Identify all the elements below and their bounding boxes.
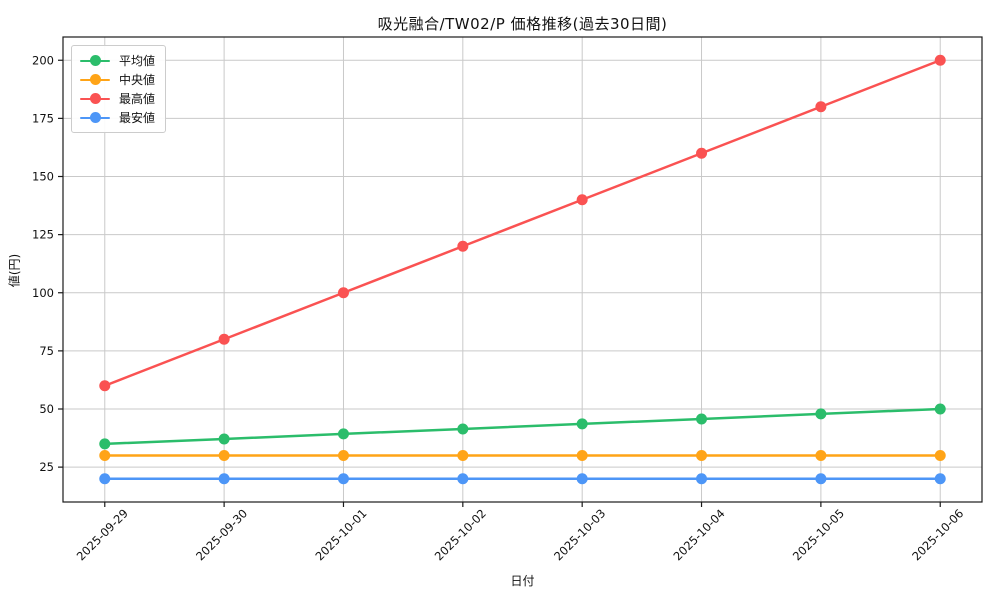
data-point xyxy=(337,450,349,461)
legend-label: 最高値 xyxy=(119,92,156,106)
data-point xyxy=(576,418,588,430)
y-tick-label: 75 xyxy=(39,344,54,358)
legend-label: 平均値 xyxy=(119,54,156,68)
series-平均値 xyxy=(99,403,946,450)
y-tick-label: 200 xyxy=(32,53,54,67)
y-tick-label: 25 xyxy=(39,460,54,474)
legend-dot xyxy=(90,112,101,123)
data-point xyxy=(815,101,827,113)
series-中央値 xyxy=(99,450,946,461)
chart-title: 吸光融合/TW02/P 価格推移(過去30日間) xyxy=(377,15,668,33)
y-tick-label: 125 xyxy=(32,228,54,242)
data-point xyxy=(815,408,827,420)
legend-item-平均値: 平均値 xyxy=(80,51,155,70)
data-point xyxy=(457,423,469,435)
legend-dot xyxy=(90,74,101,85)
x-tick-label: 2025-10-02 xyxy=(432,506,489,563)
data-point xyxy=(815,450,827,461)
y-tick-label: 175 xyxy=(32,111,54,125)
data-point xyxy=(457,473,469,485)
x-tick-label: 2025-09-30 xyxy=(193,506,250,563)
y-axis: 25 50 75 100 125 150 175 200 xyxy=(32,53,63,474)
legend-line-marker-icon xyxy=(80,74,110,85)
data-point xyxy=(337,473,349,485)
plot-border xyxy=(62,36,983,503)
data-point xyxy=(696,450,708,461)
data-point xyxy=(696,413,708,425)
data-point xyxy=(696,473,708,485)
legend-item-中央値: 中央値 xyxy=(80,70,155,89)
data-point xyxy=(934,450,946,461)
y-tick-label: 50 xyxy=(39,402,54,416)
y-axis-label: 値(円) xyxy=(7,253,22,288)
x-axis: 2025-09-29 2025-09-30 2025-10-01 2025-10-02… xyxy=(74,502,966,563)
legend-line-marker-icon xyxy=(80,55,110,66)
x-tick-label: 2025-09-29 xyxy=(74,506,131,563)
data-point xyxy=(934,473,946,485)
data-point xyxy=(337,287,349,299)
x-tick-label: 2025-10-04 xyxy=(670,506,727,563)
x-tick-label: 2025-10-05 xyxy=(790,506,847,563)
data-point xyxy=(218,433,230,445)
data-point xyxy=(99,450,111,461)
data-point xyxy=(576,450,588,461)
data-point xyxy=(218,333,230,345)
legend-label: 最安値 xyxy=(119,111,156,125)
data-point xyxy=(815,473,827,485)
data-point xyxy=(99,438,111,450)
data-point xyxy=(457,450,469,461)
gridlines xyxy=(63,37,982,502)
series-line xyxy=(103,59,942,387)
legend-item-最安値: 最安値 xyxy=(80,108,155,127)
data-point xyxy=(99,473,111,485)
y-tick-label: 150 xyxy=(32,170,54,184)
legend-line-marker-icon xyxy=(80,93,110,104)
x-tick-label: 2025-10-03 xyxy=(551,506,608,563)
data-point xyxy=(696,147,708,159)
legend-item-最高値: 最高値 xyxy=(80,89,155,108)
series-最安値 xyxy=(99,473,946,485)
legend-dot xyxy=(90,93,101,104)
legend-dot xyxy=(90,55,101,66)
series-line xyxy=(103,407,942,446)
data-point xyxy=(218,473,230,485)
data-point xyxy=(576,473,588,485)
y-tick-label: 100 xyxy=(32,286,54,300)
legend-label: 中央値 xyxy=(119,73,156,87)
data-point xyxy=(99,380,111,392)
data-point xyxy=(337,428,349,440)
x-tick-label: 2025-10-06 xyxy=(909,506,966,563)
data-point xyxy=(457,240,469,252)
x-axis-label: 日付 xyxy=(510,574,535,588)
data-point xyxy=(218,450,230,461)
legend: 平均値中央値最高値最安値 xyxy=(71,45,167,133)
data-point xyxy=(934,54,946,66)
legend-line-marker-icon xyxy=(80,112,110,123)
data-point xyxy=(576,194,588,206)
series-最高値 xyxy=(99,54,946,392)
data-point xyxy=(934,403,946,415)
x-tick-label: 2025-10-01 xyxy=(312,506,369,563)
